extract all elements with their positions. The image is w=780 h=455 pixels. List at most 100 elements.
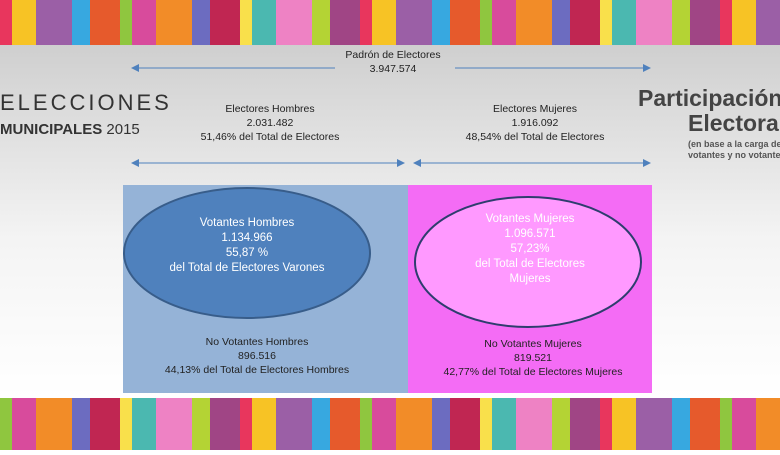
stripe xyxy=(756,398,780,450)
stripe xyxy=(132,0,156,45)
stripe xyxy=(90,398,120,450)
brand-line1: ELECCIONES xyxy=(0,90,172,115)
stripe xyxy=(636,0,672,45)
brand-year: 2015 xyxy=(106,121,139,138)
women-voters-of: del Total de Electores xyxy=(475,258,585,270)
stripe xyxy=(690,0,720,45)
men-nonvoters-label: No Votantes Hombres xyxy=(206,336,309,348)
men-nonvoters-share: 44,13% del Total de Electores Hombres xyxy=(165,364,349,376)
stripe xyxy=(72,398,90,450)
stripe xyxy=(120,0,132,45)
stripe xyxy=(210,398,240,450)
men-voters-share: 55,87 % xyxy=(226,247,268,259)
stripe xyxy=(720,398,732,450)
stripe xyxy=(432,398,450,450)
stripe xyxy=(732,0,756,45)
stripe xyxy=(12,0,36,45)
heading-line2: Electoral xyxy=(688,110,780,136)
stripe xyxy=(552,0,570,45)
women-label: Electores Mujeres xyxy=(493,103,577,115)
total-value: 3.947.574 xyxy=(370,63,417,75)
women-share: 48,54% del Total de Electores xyxy=(466,131,605,143)
men-voters-label: Votantes Hombres xyxy=(200,217,295,229)
men-voters-of: del Total de Electores Varones xyxy=(170,262,325,274)
stripe xyxy=(570,398,600,450)
women-nonvoters-value: 819.521 xyxy=(514,352,552,364)
women-voters-share: 57,23% xyxy=(510,243,549,255)
stripe xyxy=(36,398,72,450)
stripe xyxy=(276,398,312,450)
stripe xyxy=(372,398,396,450)
stripe xyxy=(672,0,690,45)
men-voters-ellipse xyxy=(123,187,371,319)
men-label: Electores Hombres xyxy=(225,103,314,115)
total-label: Padrón de Electores xyxy=(345,49,440,61)
stripe xyxy=(12,398,36,450)
stripe xyxy=(612,0,636,45)
stripe xyxy=(636,398,672,450)
stripe xyxy=(90,0,120,45)
stripe xyxy=(252,398,276,450)
stripe xyxy=(360,0,372,45)
stripe xyxy=(516,0,552,45)
stripe xyxy=(432,0,450,45)
stripe xyxy=(612,398,636,450)
stripe xyxy=(192,398,210,450)
stripe xyxy=(450,0,480,45)
stripe xyxy=(132,398,156,450)
stripe xyxy=(570,0,600,45)
stripe xyxy=(36,0,72,45)
men-nonvoters-value: 896.516 xyxy=(238,350,276,362)
stripe xyxy=(450,398,480,450)
stripe xyxy=(120,398,132,450)
stripe xyxy=(276,0,312,45)
women-voters-of: Mujeres xyxy=(510,273,551,285)
stripe xyxy=(360,398,372,450)
men-value: 2.031.482 xyxy=(247,117,294,129)
stripe xyxy=(492,0,516,45)
stripe xyxy=(690,398,720,450)
stripe xyxy=(552,398,570,450)
stripe xyxy=(732,398,756,450)
women-voters-ellipse xyxy=(414,196,642,328)
stripe xyxy=(330,398,360,450)
stripe xyxy=(600,0,612,45)
stripe xyxy=(756,0,780,45)
stripe xyxy=(396,0,432,45)
stripe xyxy=(72,0,90,45)
stripe xyxy=(516,398,552,450)
stripe xyxy=(330,0,360,45)
stripe xyxy=(396,398,432,450)
stripe xyxy=(240,0,252,45)
stripe xyxy=(192,0,210,45)
stripe xyxy=(252,0,276,45)
stripe xyxy=(312,0,330,45)
stripe xyxy=(210,0,240,45)
stripe xyxy=(312,398,330,450)
women-value: 1.916.092 xyxy=(512,117,559,129)
women-voters-label: Votantes Mujeres xyxy=(486,213,575,225)
women-nonvoters-label: No Votantes Mujeres xyxy=(484,338,581,350)
stripe xyxy=(480,0,492,45)
stripe xyxy=(672,398,690,450)
stripe xyxy=(600,398,612,450)
women-voters-value: 1.096.571 xyxy=(504,228,555,240)
stripe xyxy=(480,398,492,450)
stripe xyxy=(372,0,396,45)
men-share: 51,46% del Total de Electores xyxy=(201,131,340,143)
brand-word: MUNICIPALES xyxy=(0,121,102,138)
women-nonvoters-share: 42,77% del Total de Electores Mujeres xyxy=(444,366,623,378)
brand-line2: MUNICIPALES 2015 xyxy=(0,121,140,138)
heading-note: (en base a la carga de xyxy=(688,139,780,149)
heading-line1: Participación xyxy=(638,85,780,111)
men-voters-value: 1.134.966 xyxy=(221,232,272,244)
heading-note: votantes y no votantes xyxy=(688,150,780,160)
stripe xyxy=(0,398,12,450)
stripe xyxy=(156,0,192,45)
stripe xyxy=(156,398,192,450)
stripe xyxy=(492,398,516,450)
stripe xyxy=(720,0,732,45)
